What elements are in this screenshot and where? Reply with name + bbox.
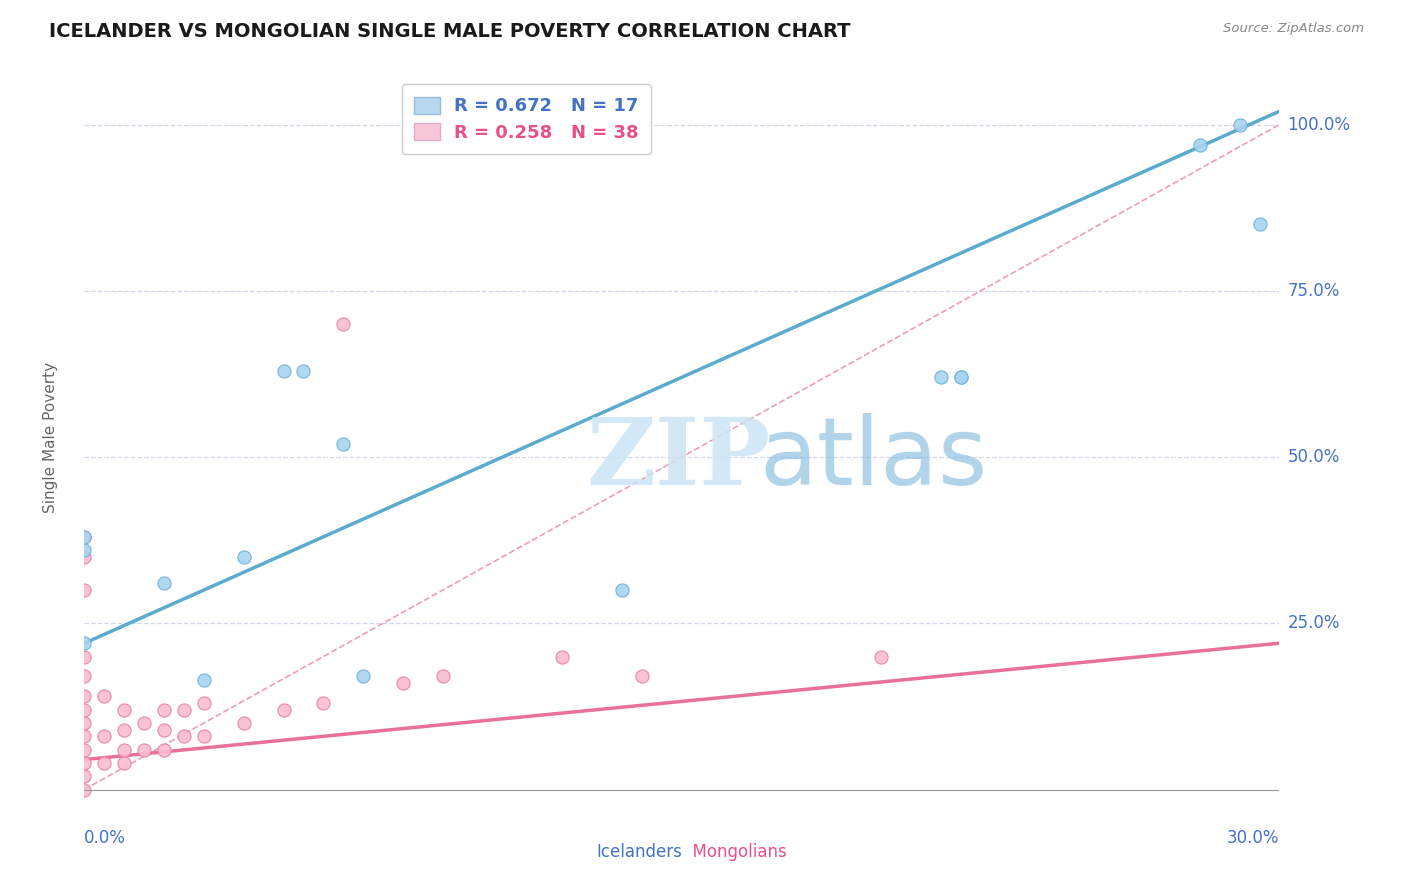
Point xyxy=(132,742,156,756)
Text: 25.0%: 25.0% xyxy=(1288,615,1340,632)
Point xyxy=(173,703,195,717)
Point xyxy=(432,669,454,683)
Point xyxy=(392,676,415,690)
Point xyxy=(73,669,96,683)
Point xyxy=(73,530,96,544)
Point xyxy=(332,317,354,331)
Point xyxy=(73,636,96,650)
FancyBboxPatch shape xyxy=(605,841,634,858)
Point xyxy=(232,716,254,731)
Point xyxy=(112,703,135,717)
Text: 50.0%: 50.0% xyxy=(1288,448,1340,466)
Point xyxy=(1188,137,1211,152)
Point xyxy=(273,703,295,717)
Text: 0.0%: 0.0% xyxy=(84,830,127,847)
Point xyxy=(1249,217,1271,231)
Point xyxy=(73,582,96,597)
Point xyxy=(73,549,96,564)
Point xyxy=(631,669,654,683)
Point xyxy=(193,673,215,687)
Point xyxy=(73,703,96,717)
Point xyxy=(73,729,96,743)
Point xyxy=(73,782,96,797)
Text: ZIP: ZIP xyxy=(586,414,770,504)
Point xyxy=(73,716,96,731)
Point xyxy=(273,363,295,377)
Text: ICELANDER VS MONGOLIAN SINGLE MALE POVERTY CORRELATION CHART: ICELANDER VS MONGOLIAN SINGLE MALE POVER… xyxy=(49,22,851,41)
Point xyxy=(193,729,215,743)
Text: Mongolians: Mongolians xyxy=(682,843,787,861)
Text: 30.0%: 30.0% xyxy=(1227,830,1279,847)
Point xyxy=(949,370,972,384)
Point xyxy=(73,756,96,770)
Point xyxy=(612,582,634,597)
Point xyxy=(112,756,135,770)
Point xyxy=(1229,118,1251,132)
Text: Source: ZipAtlas.com: Source: ZipAtlas.com xyxy=(1223,22,1364,36)
Point xyxy=(551,649,574,664)
Point xyxy=(292,363,315,377)
Point xyxy=(93,756,115,770)
Point xyxy=(153,723,176,737)
Text: 75.0%: 75.0% xyxy=(1288,282,1340,300)
Point xyxy=(73,530,96,544)
Point xyxy=(93,729,115,743)
Point xyxy=(73,742,96,756)
Point xyxy=(73,769,96,783)
Point xyxy=(132,716,156,731)
Point xyxy=(73,649,96,664)
FancyBboxPatch shape xyxy=(735,841,766,858)
Point xyxy=(193,696,215,710)
Point xyxy=(112,723,135,737)
Text: Icelanders: Icelanders xyxy=(596,843,682,861)
Point xyxy=(153,742,176,756)
Point xyxy=(153,576,176,591)
Legend: R = 0.672   N = 17, R = 0.258   N = 38: R = 0.672 N = 17, R = 0.258 N = 38 xyxy=(402,84,651,154)
Point xyxy=(949,370,972,384)
Point xyxy=(112,742,135,756)
Text: Single Male Poverty: Single Male Poverty xyxy=(44,361,59,513)
Point xyxy=(332,436,354,450)
Point xyxy=(93,690,115,704)
Point xyxy=(73,543,96,558)
Point xyxy=(870,649,893,664)
Text: 100.0%: 100.0% xyxy=(1288,116,1350,134)
Point xyxy=(312,696,335,710)
Point xyxy=(352,669,374,683)
Point xyxy=(153,703,176,717)
Text: atlas: atlas xyxy=(759,413,988,505)
Point xyxy=(929,370,952,384)
Point xyxy=(232,549,254,564)
Point xyxy=(73,690,96,704)
Point xyxy=(173,729,195,743)
